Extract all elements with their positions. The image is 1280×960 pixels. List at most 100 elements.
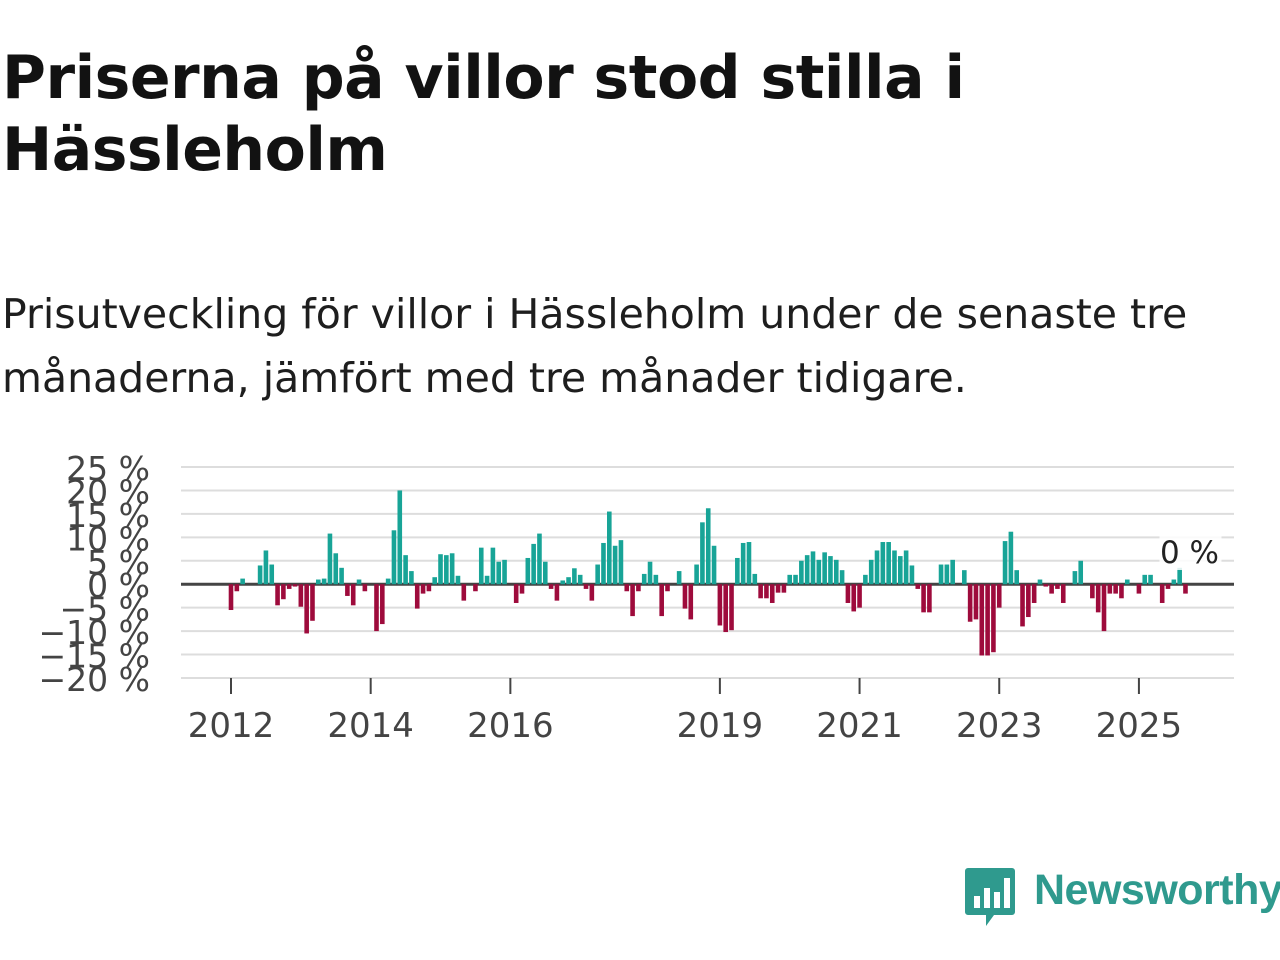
bar [647, 561, 653, 585]
bar [1020, 584, 1025, 627]
bar [350, 584, 356, 606]
y-tick-label: 15 % [66, 496, 150, 535]
bar [636, 584, 641, 592]
bar [240, 578, 245, 585]
bar [1165, 584, 1171, 589]
bar [1119, 584, 1124, 599]
bar [426, 584, 432, 592]
bar [903, 550, 909, 585]
bar [950, 559, 955, 585]
bar [705, 508, 711, 585]
bar [1060, 584, 1066, 603]
bar [717, 584, 723, 626]
bar [746, 542, 752, 585]
bar [228, 584, 234, 611]
bar [1095, 584, 1101, 613]
bar [397, 490, 403, 585]
y-axis: 25 %20 %15 %10 %5 %0 %−5 %−10 %−15 %−20 … [39, 449, 151, 699]
bar [612, 545, 618, 585]
bar [333, 553, 339, 585]
bar [927, 584, 932, 613]
bar [374, 584, 379, 632]
bar [758, 584, 763, 599]
bar [601, 542, 606, 585]
bar [478, 547, 484, 585]
bar [874, 550, 880, 585]
bar [682, 584, 688, 609]
bar [787, 574, 793, 585]
bar [676, 571, 682, 585]
bar [281, 584, 286, 600]
bar [868, 559, 874, 585]
x-tick-label: 2021 [816, 706, 903, 746]
bar [833, 559, 839, 585]
annotation: 0 % [1159, 535, 1222, 571]
bar [967, 584, 973, 622]
bar [630, 584, 635, 617]
bar [263, 550, 269, 585]
bar [851, 584, 857, 612]
bar [694, 564, 699, 585]
bar [537, 533, 542, 585]
bar [490, 547, 496, 585]
newsworthy-logo-text: Newsworthy [1034, 866, 1280, 914]
bar [566, 577, 571, 585]
bar [775, 584, 781, 593]
bar [1113, 584, 1118, 594]
bar [316, 579, 321, 585]
bar [659, 584, 664, 617]
bar [1159, 584, 1165, 603]
bar [1124, 579, 1130, 585]
bar [985, 584, 990, 656]
bar [589, 584, 595, 601]
y-tick-label: −5 % [60, 590, 151, 629]
bar [723, 584, 728, 633]
bar [542, 561, 548, 585]
x-tick-label: 2016 [467, 706, 554, 746]
bar [816, 559, 822, 585]
bar [525, 557, 531, 585]
bar [909, 565, 915, 585]
bar [921, 584, 926, 613]
annotation-background [1159, 536, 1222, 570]
bar [938, 564, 944, 585]
bar [560, 580, 566, 585]
newsworthy-logo: Newsworthy [964, 864, 1280, 928]
bar [409, 571, 414, 585]
bar [496, 561, 502, 585]
bar [711, 545, 717, 585]
bar [1136, 584, 1142, 594]
y-tick-label: −10 % [39, 613, 151, 652]
bar [548, 584, 554, 589]
page-title: Priserna på villor stod stilla i Hässleh… [2, 43, 965, 185]
y-tick-label: 25 % [66, 449, 150, 488]
bar [845, 584, 851, 603]
x-tick-label: 2023 [956, 706, 1043, 746]
bar [310, 584, 315, 621]
bar [484, 575, 490, 585]
bar [973, 584, 979, 620]
bar [327, 533, 333, 585]
bar [828, 556, 833, 585]
bar [688, 584, 694, 620]
bar [752, 573, 758, 585]
bar [572, 568, 577, 585]
bar [1101, 584, 1107, 632]
bar-series [228, 490, 1188, 656]
bar [769, 584, 775, 603]
y-tick-label: 20 % [66, 472, 150, 511]
bar [461, 584, 467, 601]
x-tick-label: 2025 [1096, 706, 1183, 746]
bar [1107, 584, 1113, 594]
bar [275, 584, 280, 606]
bar [1090, 584, 1095, 599]
bar [735, 557, 740, 585]
bar [892, 550, 897, 585]
bar [449, 553, 455, 585]
bar [1037, 579, 1043, 585]
y-tick-label: 10 % [66, 519, 150, 558]
bar [420, 584, 426, 594]
bar [962, 570, 967, 585]
bar [519, 584, 525, 594]
bar [1177, 567, 1182, 585]
